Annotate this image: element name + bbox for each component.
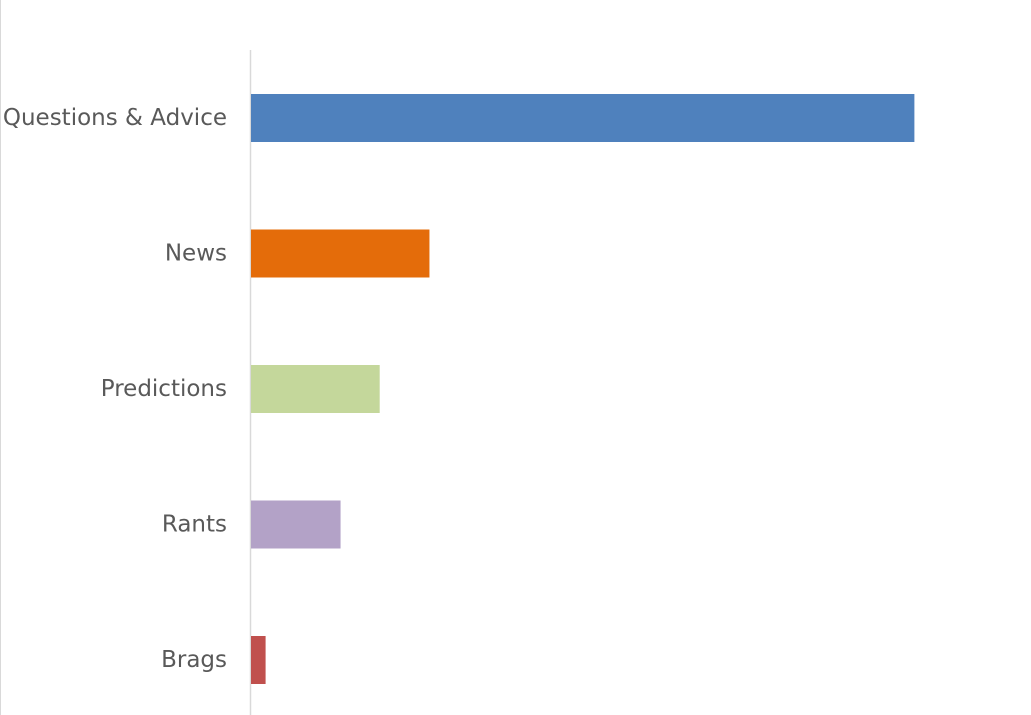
- bar-news: [251, 229, 430, 278]
- category-label: News: [165, 241, 227, 267]
- bar-predictions: [251, 365, 380, 413]
- bars-group: [251, 94, 915, 684]
- bar-questions-advice: [251, 94, 915, 142]
- category-label: Questions & Advice: [3, 105, 227, 131]
- bar-rants: [251, 500, 341, 549]
- category-labels-group: Questions & Advice News Predictions Rants Br…: [3, 105, 227, 673]
- category-label: Predictions: [101, 376, 227, 402]
- bar-brags: [251, 636, 266, 684]
- category-label: Brags: [161, 647, 227, 673]
- category-label: Rants: [162, 512, 227, 538]
